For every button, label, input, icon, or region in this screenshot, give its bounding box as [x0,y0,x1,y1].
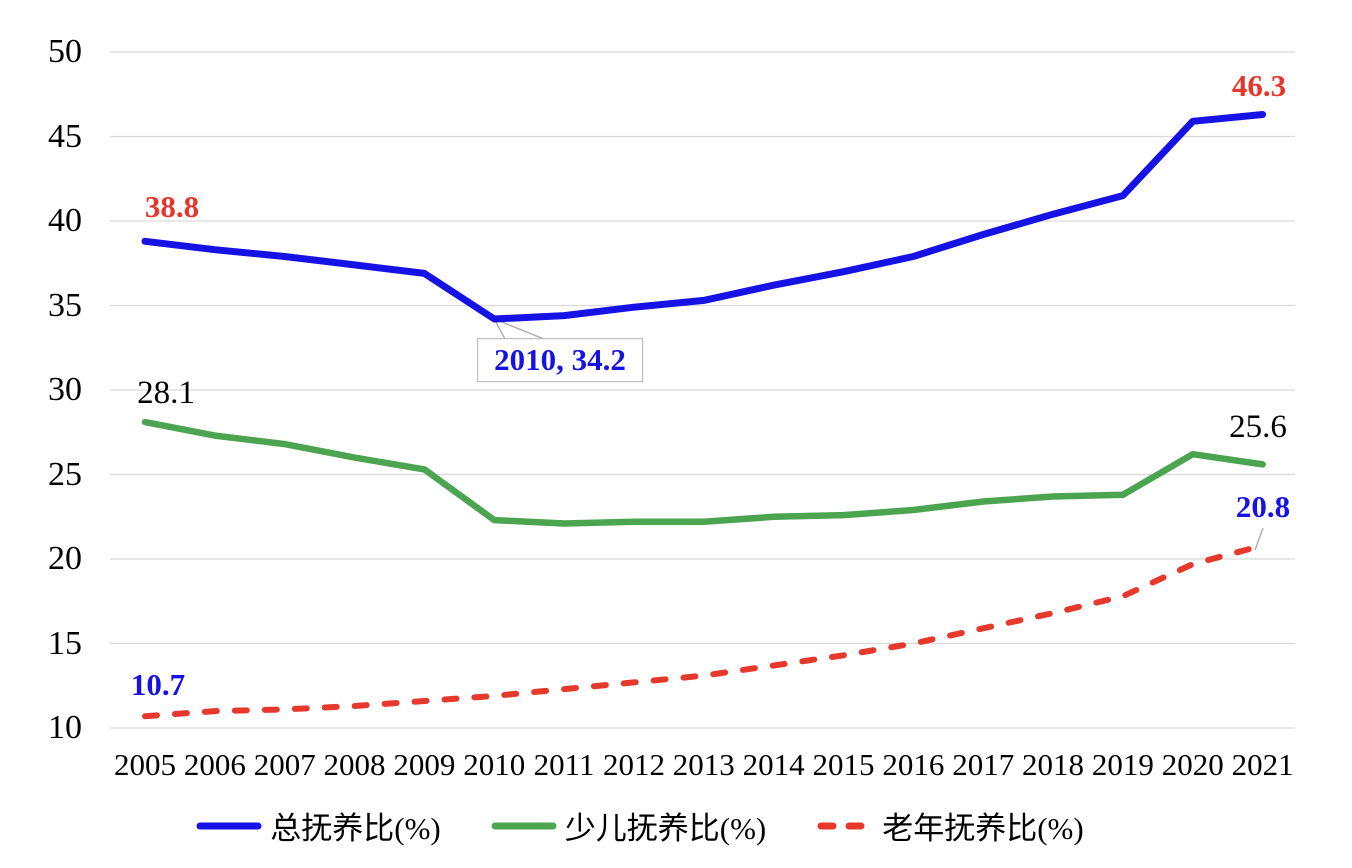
legend-label-elderly: 老年抚养比(%) [882,811,1084,846]
legend-label-child: 少儿抚养比(%) [564,811,767,846]
x-tick-label: 2007 [253,747,316,782]
series-line-child [141,418,1266,527]
legend-item-child: 少儿抚养比(%) [491,803,766,848]
legend-item-total: 总抚养比(%) [196,803,441,848]
legend-line-total-icon [196,821,262,831]
x-tick-label: 2021 [1231,747,1294,782]
legend-item-elderly: 老年抚养比(%) [816,803,1084,848]
y-tick-label: 35 [48,286,82,324]
y-tick-label: 45 [48,117,82,155]
x-tick-label: 2008 [323,747,386,782]
y-tick-label: 25 [48,455,82,493]
y-tick-label: 30 [48,371,82,408]
y-tick-label: 50 [48,33,82,70]
x-tick-label: 2010 [463,747,526,782]
y-tick-label: 15 [48,624,82,662]
legend-label-total: 总抚养比(%) [270,811,441,846]
series-line-total [141,111,1267,323]
data-label: 46.3 [1231,68,1287,104]
x-tick-label: 2020 [1161,747,1224,782]
x-tick-label: 2009 [393,747,456,782]
legend-line-elderly-icon [816,821,874,831]
data-label: 38.8 [144,189,200,225]
data-callout-box: 2010, 34.2 [477,338,643,382]
x-tick-label: 2011 [533,747,595,782]
x-tick-label: 2006 [183,747,246,782]
x-tick-label: 2015 [812,747,875,782]
x-tick-label: 2013 [672,747,735,782]
x-tick-label: 2012 [602,747,665,782]
y-tick-label: 20 [48,540,82,577]
data-label: 20.8 [1235,489,1291,525]
series-line-elderly [142,542,1266,720]
y-tick-label: 10 [48,709,82,746]
callout-leader-line [494,318,545,340]
legend-line-child-icon [491,821,557,831]
y-tick-label: 40 [48,202,82,239]
x-tick-label: 2016 [882,747,945,782]
annotation-leader-line [1254,527,1264,551]
x-tick-label: 2019 [1091,747,1154,782]
x-tick-label: 2005 [114,747,176,782]
legend: 总抚养比(%) 少儿抚养比(%) 老年抚养比(%) [0,803,1316,848]
data-label: 28.1 [137,375,195,412]
data-label: 25.6 [1229,409,1287,446]
x-tick-label: 2017 [952,747,1015,782]
x-tick-label: 2014 [742,747,805,782]
x-tick-label: 2018 [1022,747,1085,782]
data-label: 10.7 [130,667,186,703]
